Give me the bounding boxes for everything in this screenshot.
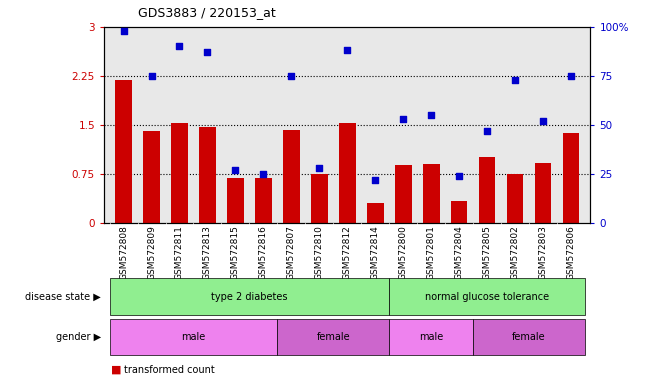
Bar — [473, 319, 585, 355]
Bar — [339, 124, 356, 223]
Bar — [255, 178, 272, 223]
Bar — [423, 164, 440, 223]
Point — [454, 173, 464, 179]
Bar — [311, 174, 327, 223]
Bar — [562, 132, 579, 223]
Text: GSM572809: GSM572809 — [147, 225, 156, 280]
Bar — [535, 163, 552, 223]
Text: GSM572808: GSM572808 — [119, 225, 128, 280]
Point — [174, 43, 185, 50]
Text: GSM572806: GSM572806 — [566, 225, 576, 280]
Bar — [389, 319, 473, 355]
Text: GSM572807: GSM572807 — [287, 225, 296, 280]
Bar — [227, 178, 244, 223]
Bar — [283, 130, 300, 223]
Text: GSM572815: GSM572815 — [231, 225, 240, 280]
Point — [342, 47, 353, 53]
Point — [258, 170, 268, 177]
Point — [202, 49, 213, 55]
Text: GSM572813: GSM572813 — [203, 225, 212, 280]
Point — [398, 116, 409, 122]
Text: GSM572802: GSM572802 — [511, 225, 519, 280]
Bar — [277, 319, 389, 355]
Point — [230, 167, 241, 173]
Text: GSM572805: GSM572805 — [482, 225, 492, 280]
Bar — [199, 127, 216, 223]
Point — [537, 118, 548, 124]
Bar — [109, 278, 389, 315]
Bar — [109, 319, 277, 355]
Text: female: female — [512, 332, 546, 342]
Bar — [367, 203, 384, 223]
Bar — [115, 80, 132, 223]
Bar — [395, 165, 411, 223]
Text: GSM572810: GSM572810 — [315, 225, 324, 280]
Text: female: female — [317, 332, 350, 342]
Text: GSM572803: GSM572803 — [538, 225, 548, 280]
Text: GSM572811: GSM572811 — [175, 225, 184, 280]
Bar — [451, 201, 468, 223]
Bar — [478, 157, 495, 223]
Text: male: male — [181, 332, 205, 342]
Point — [286, 73, 297, 79]
Text: male: male — [419, 332, 444, 342]
Text: GSM572812: GSM572812 — [343, 225, 352, 280]
Point — [566, 73, 576, 79]
Text: transformed count: transformed count — [124, 365, 215, 375]
Point — [314, 165, 325, 171]
Text: disease state ▶: disease state ▶ — [25, 291, 101, 302]
Bar — [171, 124, 188, 223]
Text: GSM572816: GSM572816 — [259, 225, 268, 280]
Point — [146, 73, 157, 79]
Text: gender ▶: gender ▶ — [56, 332, 101, 342]
Text: GSM572814: GSM572814 — [370, 225, 380, 280]
Text: ■: ■ — [111, 365, 121, 375]
Text: GSM572801: GSM572801 — [427, 225, 435, 280]
Text: GSM572800: GSM572800 — [399, 225, 408, 280]
Text: GDS3883 / 220153_at: GDS3883 / 220153_at — [138, 6, 275, 19]
Point — [118, 28, 129, 34]
Point — [370, 177, 380, 183]
Bar — [143, 131, 160, 223]
Point — [426, 112, 437, 118]
Text: type 2 diabetes: type 2 diabetes — [211, 291, 288, 302]
Text: GSM572804: GSM572804 — [454, 225, 464, 280]
Text: normal glucose tolerance: normal glucose tolerance — [425, 291, 549, 302]
Point — [482, 127, 493, 134]
Bar — [389, 278, 585, 315]
Bar — [507, 174, 523, 223]
Point — [510, 77, 521, 83]
